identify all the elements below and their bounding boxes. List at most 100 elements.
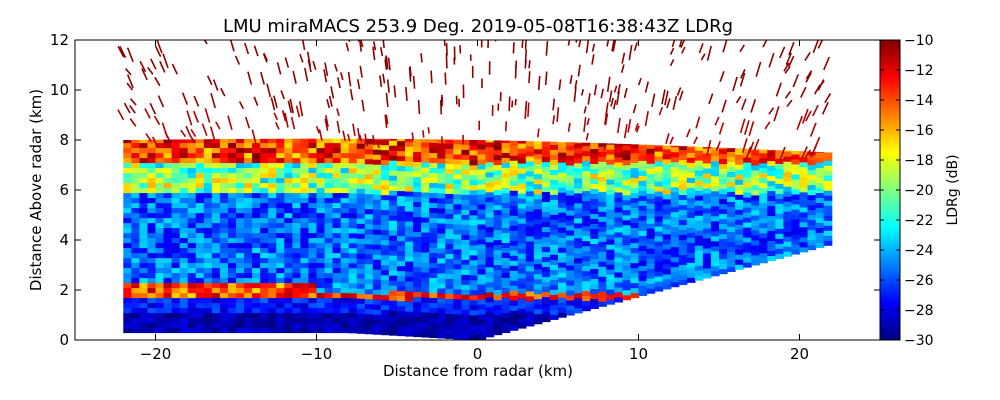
field-cell	[461, 269, 471, 275]
field-cell	[364, 233, 374, 240]
field-cell	[203, 297, 213, 304]
field-cell	[179, 242, 189, 249]
field-cell	[654, 250, 664, 257]
field-cell	[566, 142, 575, 146]
field-cell	[469, 239, 479, 246]
field-cell	[574, 272, 583, 279]
field-cell	[702, 177, 712, 184]
field-cell	[300, 192, 310, 199]
field-cell	[791, 173, 801, 180]
field-cell	[276, 272, 285, 279]
field-cell	[743, 207, 752, 213]
field-cell	[187, 172, 197, 179]
field-cell	[300, 292, 310, 299]
field-cell	[123, 297, 132, 304]
field-cell	[807, 234, 817, 241]
field-cell	[413, 291, 422, 298]
field-cell	[783, 206, 793, 212]
field-cell	[469, 194, 479, 201]
noise-streak	[792, 74, 800, 88]
field-cell	[187, 282, 197, 289]
field-cell	[187, 147, 197, 154]
field-cell	[292, 212, 301, 219]
field-cell	[525, 295, 535, 302]
field-cell	[686, 192, 696, 198]
field-cell	[397, 285, 406, 292]
field-cell	[614, 156, 623, 163]
field-cell	[195, 172, 205, 179]
field-cell	[501, 317, 511, 323]
noise-streak	[524, 49, 528, 64]
field-cell	[139, 327, 149, 334]
field-cell	[453, 283, 462, 290]
field-cell	[203, 252, 213, 259]
field-cell	[405, 311, 414, 317]
field-cell	[236, 212, 245, 219]
field-cell	[268, 237, 277, 244]
field-cell	[179, 227, 189, 234]
noise-streak	[583, 116, 587, 132]
field-cell	[533, 258, 543, 265]
field-cell	[670, 145, 680, 148]
noise-streak	[783, 62, 790, 72]
field-cell	[791, 243, 801, 250]
field-cell	[735, 254, 744, 260]
noise-streak	[613, 85, 618, 93]
field-cell	[582, 160, 591, 167]
field-cell	[525, 290, 535, 297]
noise-streak	[336, 120, 341, 134]
field-cell	[429, 222, 438, 229]
field-cell	[727, 166, 736, 172]
field-cell	[187, 252, 197, 259]
field-cell	[252, 147, 261, 154]
field-cell	[549, 274, 559, 280]
field-cell	[364, 313, 374, 320]
noise-streak	[719, 71, 725, 83]
field-cell	[388, 290, 398, 296]
field-cell	[388, 210, 398, 216]
field-cell	[316, 297, 326, 304]
field-cell	[429, 172, 438, 179]
noise-streak	[126, 74, 134, 89]
field-cell	[187, 187, 197, 194]
field-cell	[477, 158, 487, 165]
field-cell	[469, 324, 479, 331]
field-cell	[284, 147, 293, 154]
x-axis: −20 −10 0 10 20	[140, 40, 809, 363]
field-cell	[558, 277, 567, 283]
field-cell	[678, 264, 688, 271]
field-cell	[203, 287, 213, 294]
field-cell	[823, 200, 833, 206]
field-cell	[622, 249, 632, 256]
field-cell	[719, 263, 728, 270]
field-cell	[372, 219, 382, 225]
field-cell	[252, 162, 261, 169]
field-cell	[799, 191, 809, 198]
field-cell	[364, 263, 374, 270]
field-cell	[219, 162, 229, 169]
field-cell	[598, 176, 607, 182]
field-cell	[147, 207, 157, 214]
field-cell	[163, 187, 173, 194]
field-cell	[566, 244, 575, 251]
field-cell	[380, 289, 390, 296]
field-cell	[485, 206, 495, 213]
field-cell	[324, 322, 334, 329]
field-cell	[203, 147, 213, 154]
noise-streak	[739, 118, 746, 134]
field-cell	[606, 224, 615, 230]
field-cell	[541, 266, 551, 273]
field-cell	[203, 217, 213, 224]
x-tick-label: −10	[301, 345, 333, 363]
field-cell	[775, 243, 784, 249]
field-cell	[397, 225, 406, 232]
field-cell	[219, 272, 229, 279]
field-cell	[308, 247, 318, 254]
field-cell	[260, 202, 269, 209]
field-cell	[236, 232, 245, 239]
field-cell	[517, 148, 527, 154]
field-cell	[139, 252, 149, 259]
field-cell	[163, 177, 173, 184]
field-cell	[517, 193, 527, 199]
field-cell	[227, 322, 237, 329]
